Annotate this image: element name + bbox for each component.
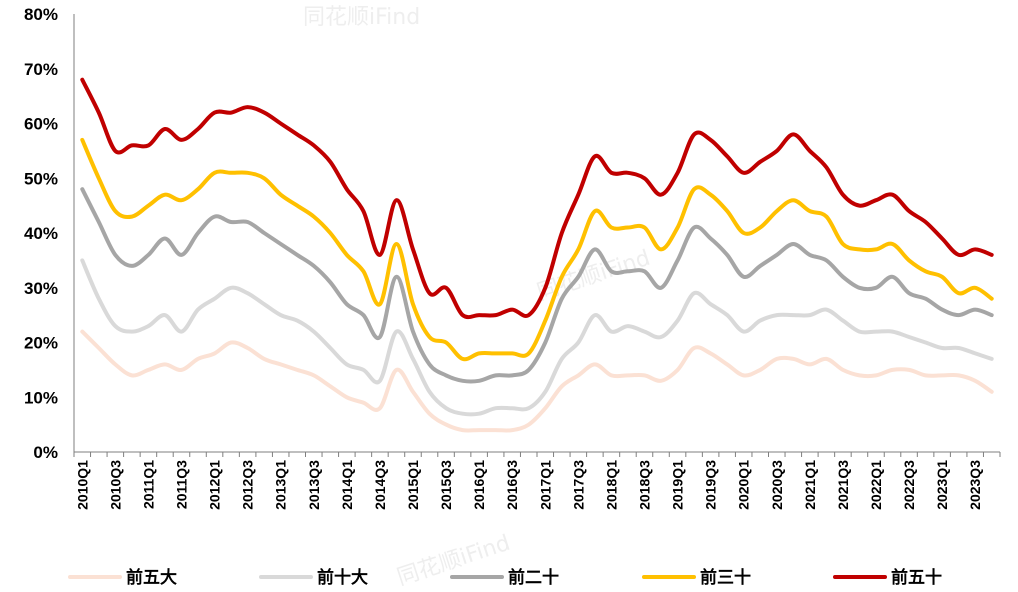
x-tick-label: 2011Q1 (140, 460, 156, 509)
x-tick-label: 2018Q3 (637, 460, 653, 510)
watermark-middle: 同花顺iFind (534, 246, 653, 306)
series-line-3 (80, 187, 994, 384)
y-tick-label: 60% (24, 115, 58, 134)
x-tick-label: 2014Q3 (372, 460, 388, 510)
x-tick-label: 2020Q3 (769, 460, 785, 510)
series-lines (80, 77, 994, 433)
x-tick-label: 2012Q1 (207, 460, 223, 510)
y-tick-label: 0% (33, 443, 58, 462)
y-tick-label: 20% (24, 334, 58, 353)
x-tick-label: 2010Q3 (107, 460, 123, 510)
legend-label-2: 前十大 (317, 567, 368, 588)
y-tick-label: 80% (24, 5, 58, 24)
x-tick-label: 2018Q1 (603, 460, 619, 510)
x-tick-label: 2017Q1 (537, 460, 553, 510)
y-tick-label: 70% (24, 60, 58, 79)
x-tick-label: 2023Q3 (967, 460, 983, 510)
legend-label-4: 前三十 (700, 567, 751, 588)
x-tick-label: 2022Q1 (868, 460, 884, 510)
series-line-4 (80, 137, 994, 362)
x-tick-label: 2013Q1 (273, 460, 289, 510)
x-tick-label: 2019Q1 (670, 460, 686, 510)
y-tick-label: 10% (24, 388, 58, 407)
axes (73, 14, 1001, 457)
x-tick-label: 2013Q3 (306, 460, 322, 510)
series-line-5 (80, 77, 994, 320)
y-tick-label: 50% (24, 169, 58, 188)
legend-label-1: 前五大 (126, 567, 177, 588)
x-tick-label: 2022Q3 (901, 460, 917, 510)
x-tick-label: 2015Q3 (438, 460, 454, 510)
y-tick-label: 40% (24, 224, 58, 243)
series-line-2 (80, 258, 994, 417)
legend-label-5: 前五十 (891, 567, 942, 588)
legend: 前五大 前十大 前二十 前三十 前五十 (68, 567, 942, 588)
x-tick-label: 2015Q1 (405, 460, 421, 510)
x-tick-label: 2016Q1 (471, 460, 487, 510)
x-tick-label: 2010Q1 (74, 460, 90, 510)
x-tick-label: 2017Q3 (570, 460, 586, 510)
x-tick-label: 2020Q1 (736, 460, 752, 510)
y-tick-label: 30% (24, 279, 58, 298)
x-tick-label: 2021Q1 (802, 460, 818, 510)
legend-label-3: 前二十 (508, 567, 559, 588)
watermark-bottom: 同花顺iFind (394, 531, 513, 591)
y-axis-ticks: 0% 10% 20% 30% 40% 50% 60% 70% 80% (24, 5, 58, 462)
x-axis-ticks: 2010Q1 2010Q3 2011Q1 2011Q3 2012Q1 2012Q3 2013… (74, 460, 983, 510)
series-line-1 (80, 329, 994, 433)
x-tick-label: 2016Q3 (504, 460, 520, 510)
x-tick-label: 2014Q1 (339, 460, 355, 510)
x-tick-label: 2021Q3 (835, 460, 851, 510)
x-tick-label: 2012Q3 (240, 460, 256, 510)
x-tick-label: 2023Q1 (934, 460, 950, 510)
watermark-top: 同花顺iFind (303, 5, 420, 30)
x-tick-label: 2011Q3 (174, 460, 190, 509)
x-tick-label: 2019Q3 (703, 460, 719, 510)
